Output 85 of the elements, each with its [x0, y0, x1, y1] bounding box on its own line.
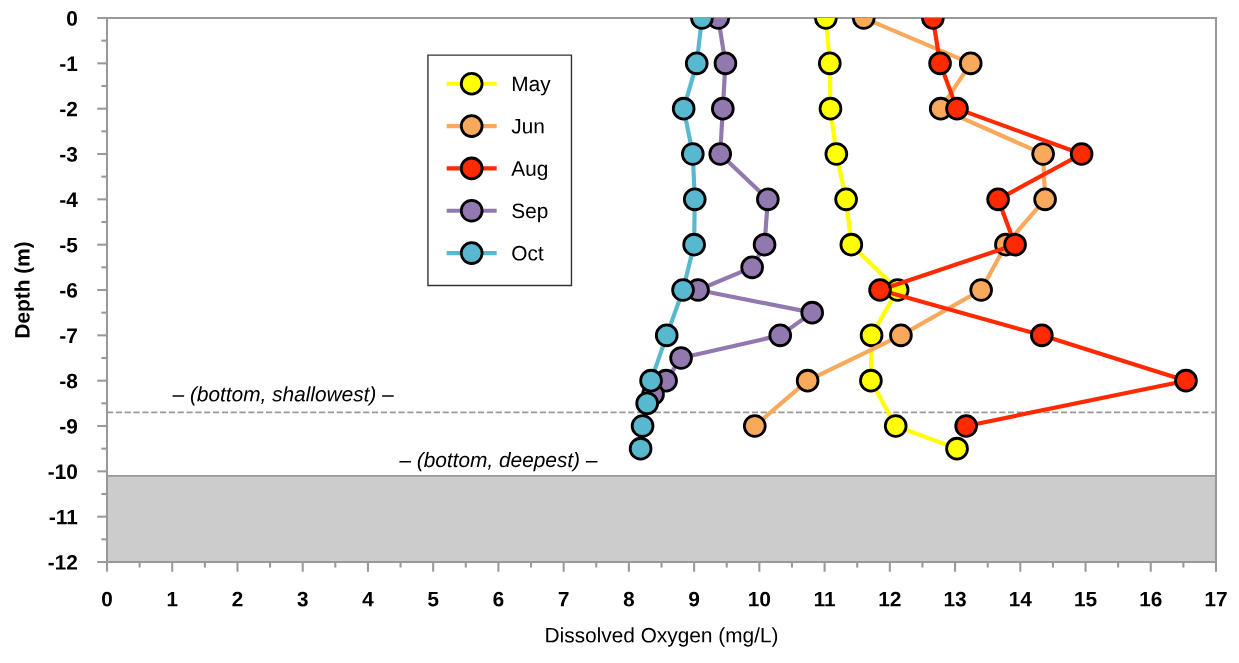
x-tick-label: 8: [623, 591, 635, 607]
x-tick-label: 11: [814, 591, 836, 607]
point: [1069, 142, 1094, 166]
x-tick-label: 9: [689, 591, 700, 607]
legend-label: May: [512, 76, 551, 96]
point: [824, 142, 849, 166]
point: [681, 142, 705, 166]
point: [795, 368, 820, 393]
ref-line-label: – (bottom, shallowest) –: [172, 386, 394, 406]
x-tick-label: 14: [1010, 591, 1032, 607]
y-tick-label: -5: [60, 237, 78, 253]
point: [945, 96, 969, 121]
point: [711, 96, 735, 121]
x-tick-label: 0: [102, 591, 112, 607]
y-tick-label: -11: [49, 509, 78, 525]
y-tick-label: -8: [60, 373, 78, 389]
point: [958, 51, 983, 76]
y-axis-title: Depth (m): [14, 242, 34, 338]
y-tick-label: -12: [48, 555, 77, 570]
point: [635, 391, 659, 416]
point: [756, 187, 780, 212]
legend-label: Sep: [512, 203, 548, 223]
x-tick-label: 16: [1140, 591, 1162, 607]
point: [945, 436, 969, 461]
x-tick-label: 7: [558, 591, 569, 607]
point: [740, 255, 764, 280]
x-tick-label: 15: [1075, 591, 1097, 607]
point: [889, 323, 913, 348]
band-label: – (bottom, deepest) –: [399, 451, 598, 472]
point: [839, 232, 864, 257]
y-tick-label: -4: [60, 192, 78, 207]
x-axis-title: Dissolved Oxygen (mg/L): [546, 627, 778, 647]
point: [800, 300, 824, 325]
point: [639, 368, 663, 393]
x-tick-label: 12: [879, 591, 901, 607]
x-tick-label: 6: [493, 591, 504, 607]
y-tick-label: -7: [60, 328, 77, 343]
x-tick-label: 13: [944, 591, 966, 607]
y-tick-label: -3: [60, 147, 78, 162]
point: [742, 414, 767, 438]
x-tick-label: 1: [167, 591, 178, 607]
point: [684, 51, 709, 76]
x-tick-label: 17: [1205, 591, 1227, 607]
point: [682, 232, 706, 257]
point: [1003, 232, 1027, 257]
point: [628, 436, 653, 461]
point: [969, 278, 993, 302]
point: [708, 142, 733, 166]
point: [669, 346, 693, 370]
y-tick-label: -9: [60, 419, 78, 434]
point: [630, 414, 655, 438]
x-tick-label: 4: [362, 591, 374, 607]
point: [834, 187, 858, 212]
point: [859, 323, 884, 348]
point: [883, 414, 908, 438]
point: [682, 187, 707, 212]
point: [752, 232, 777, 257]
y-tick-label: -2: [60, 101, 77, 117]
y-tick-label: 0: [67, 11, 77, 26]
y-tick-label: -6: [60, 283, 78, 298]
point: [818, 96, 843, 121]
point: [1030, 323, 1054, 348]
point: [868, 278, 892, 302]
x-tick-label: 3: [297, 591, 308, 607]
point: [859, 368, 883, 393]
point: [713, 51, 738, 76]
point: [928, 51, 952, 76]
legend-label: Aug: [511, 161, 547, 181]
x-tick-label: 2: [232, 591, 243, 607]
point: [986, 187, 1010, 212]
x-tick-label: 10: [749, 591, 771, 607]
point: [768, 323, 793, 348]
y-tick-label: -10: [48, 464, 77, 480]
point: [1174, 368, 1198, 393]
legend-label: Jun: [511, 119, 544, 134]
point: [671, 278, 695, 302]
point: [818, 51, 842, 76]
point: [671, 96, 696, 121]
legend-label: Oct: [512, 245, 544, 261]
y-tick-label: -1: [60, 56, 78, 71]
point: [654, 323, 679, 348]
point: [1033, 187, 1057, 212]
point: [954, 414, 978, 438]
point: [1031, 142, 1055, 166]
x-tick-label: 5: [428, 591, 439, 607]
